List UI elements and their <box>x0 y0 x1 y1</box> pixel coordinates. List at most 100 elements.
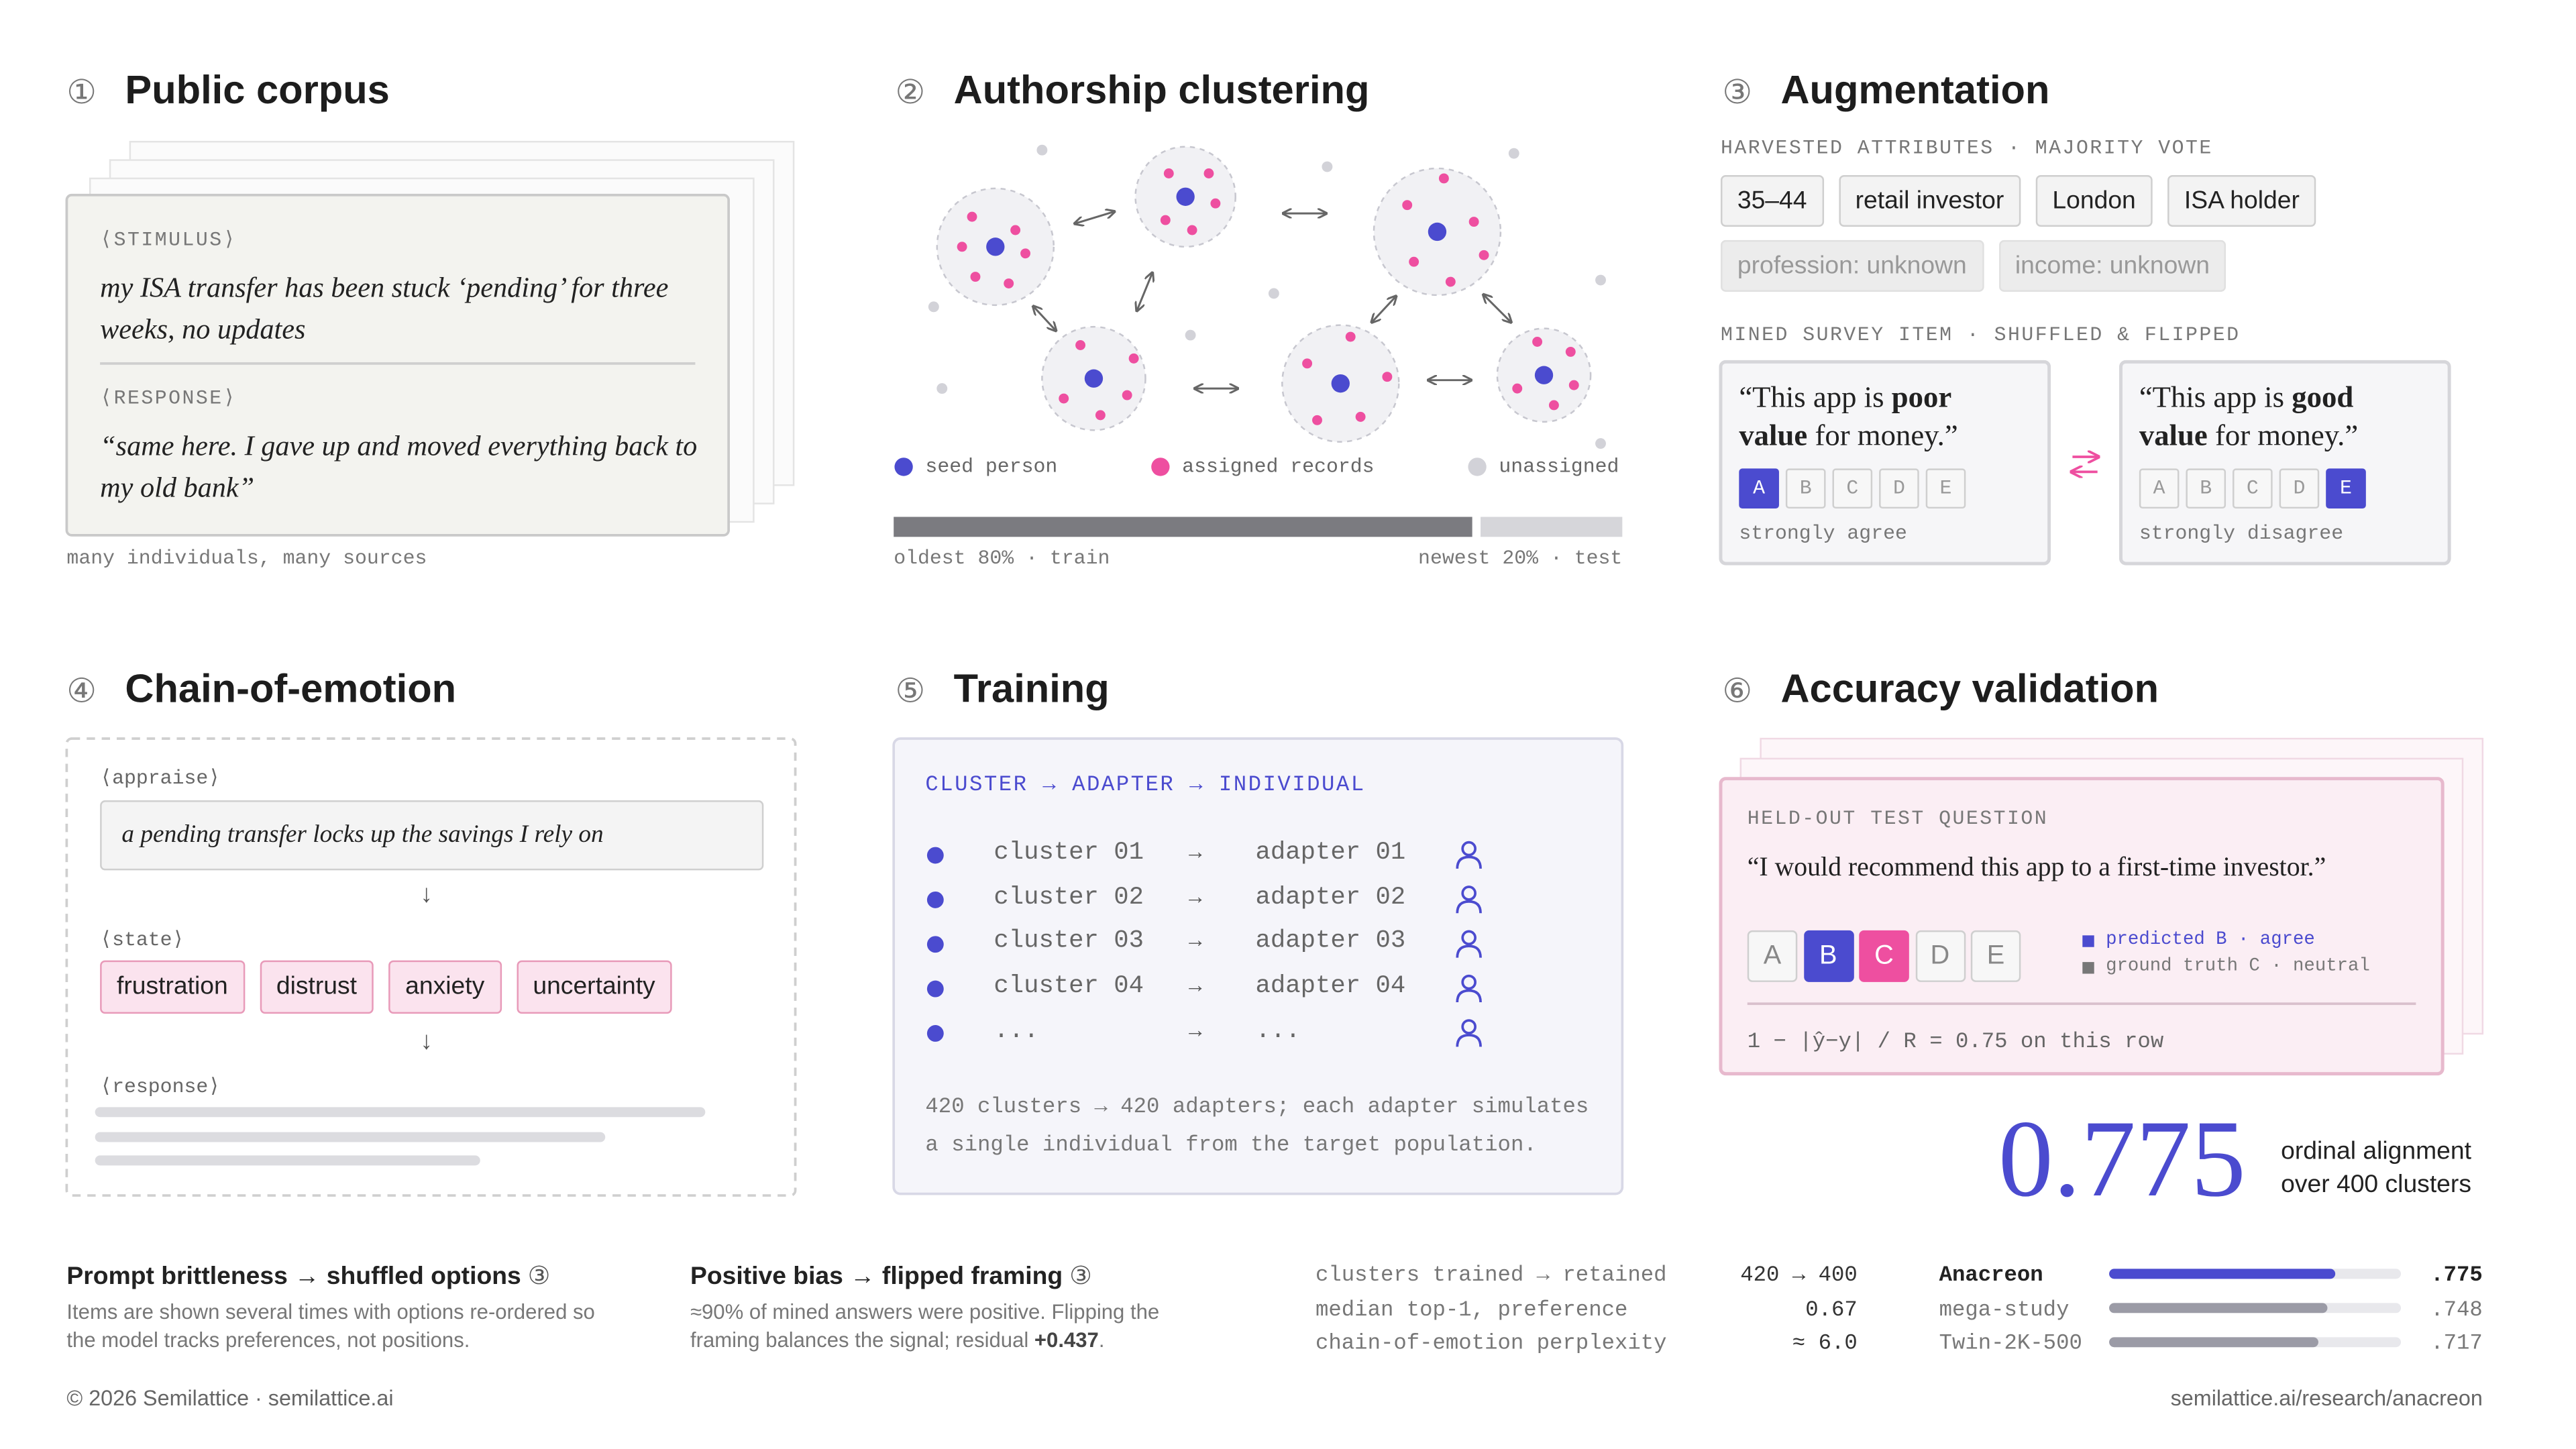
adapter-name: adapter 01 <box>1255 839 1406 867</box>
seed-dot <box>1534 366 1554 384</box>
seed-dot <box>1176 187 1195 206</box>
model-score: .717 <box>2430 1330 2483 1356</box>
note-text-start: Items are shown several times with optio… <box>66 1300 595 1352</box>
option-box: E <box>1970 930 2021 982</box>
survey-quote: “This app is poor value for money.” <box>1739 378 2023 455</box>
section-number: ④ <box>66 670 97 710</box>
record-dot <box>1409 256 1419 267</box>
legend-dot <box>1151 458 1170 476</box>
response: “same here. I gave up and moved everythi… <box>100 430 698 504</box>
record-dot <box>1122 390 1132 400</box>
option-box: A <box>1747 930 1798 982</box>
model-score: .748 <box>2430 1296 2483 1322</box>
cluster-dot <box>926 1025 944 1042</box>
option-box: B <box>1785 468 1826 509</box>
caption: many individuals, many sources <box>66 547 427 571</box>
section-number: ⑤ <box>895 670 926 710</box>
stat-value: ≈ 6.0 <box>1792 1330 1858 1356</box>
record-dot <box>1210 198 1221 209</box>
record-dot <box>1128 353 1139 364</box>
record-dot <box>1402 200 1413 211</box>
state-row: frustration distrust anxiety uncertainty <box>100 960 687 1014</box>
unassigned-dot <box>1508 148 1519 159</box>
model-score: .775 <box>2430 1262 2483 1287</box>
person-head <box>1461 885 1477 901</box>
person-body <box>1456 945 1482 958</box>
quote-start: “This app is <box>1739 380 1892 414</box>
seed-dot <box>1084 369 1104 388</box>
person-body <box>1456 855 1482 869</box>
section-number: ② <box>895 71 926 112</box>
unassigned-dot <box>1322 161 1333 172</box>
record-dot <box>1312 415 1322 425</box>
legend-dot <box>894 458 913 476</box>
record-dot <box>1568 380 1579 390</box>
seed-dot <box>1331 374 1350 393</box>
person-head <box>1461 974 1477 990</box>
section-title: Chain-of-emotion <box>125 667 457 712</box>
attribute-chip: 35–44 <box>1720 174 1824 227</box>
response-label: ⟨response⟩ <box>100 1075 221 1099</box>
state-label: ⟨state⟩ <box>100 928 184 953</box>
section-number: ③ <box>1722 71 1753 112</box>
down-arrow: ↓ <box>420 1027 433 1056</box>
score-caption: over 400 clusters <box>2281 1170 2472 1199</box>
row-arrow: → <box>1189 1018 1202 1044</box>
section-title: Augmentation <box>1780 68 2050 114</box>
option-box: C <box>2233 468 2273 509</box>
record-dot <box>1095 410 1106 421</box>
link-arrow <box>1034 307 1055 330</box>
split-right: newest 20% · test <box>1418 547 1623 571</box>
record-dot <box>1468 217 1479 227</box>
section-title: Authorship clustering <box>953 68 1370 114</box>
card <box>65 193 731 537</box>
note-badge: ③ <box>527 1260 551 1291</box>
section-title: Training <box>953 667 1110 712</box>
adapter-name: ... <box>1255 1016 1301 1045</box>
survey-answer: strongly disagree <box>2139 521 2344 545</box>
option-box: B <box>2186 468 2226 509</box>
seed-dot <box>1428 222 1447 241</box>
record-dot <box>1163 168 1174 178</box>
record-dot <box>967 211 977 222</box>
cluster-name: cluster 01 <box>994 839 1144 867</box>
record-dot <box>957 241 967 252</box>
section-number: ⑥ <box>1722 670 1753 710</box>
survey-card <box>2118 360 2451 566</box>
cluster-name: cluster 02 <box>994 883 1144 912</box>
unassigned-dot <box>936 383 948 394</box>
row-arrow: → <box>1189 929 1202 955</box>
option-box: A <box>1739 468 1779 509</box>
note-title: Prompt brittleness → shuffled options ③ <box>66 1260 550 1291</box>
record-dot <box>1382 372 1393 382</box>
footer-right: semilattice.ai/research/anacreon <box>2170 1385 2483 1411</box>
adapter-name: adapter 03 <box>1255 927 1406 957</box>
record-dot <box>1004 278 1014 288</box>
person-body <box>1456 1034 1482 1047</box>
option-box: D <box>1915 930 1966 982</box>
option-box: D <box>2279 468 2320 509</box>
down-arrow: ↓ <box>420 880 433 909</box>
note-text-end: . <box>1098 1328 1105 1352</box>
state-chip: frustration <box>100 960 245 1014</box>
person-body <box>1456 989 1482 1003</box>
row-arrow: → <box>1189 840 1202 865</box>
stat-value: 0.67 <box>1805 1296 1858 1322</box>
bar <box>2109 1337 2318 1348</box>
training-footer: 420 clusters → 420 adapters; each adapte… <box>925 1093 1589 1157</box>
cluster-name: cluster 03 <box>994 927 1144 957</box>
link-arrow <box>1075 212 1114 223</box>
stimulus-label: ⟨STIMULUS⟩ <box>100 228 237 252</box>
note-badge: ③ <box>1069 1260 1092 1291</box>
question-card <box>1719 777 2445 1076</box>
legend-swatch <box>2082 935 2094 947</box>
record-dot <box>1345 331 1356 342</box>
option-box: D <box>1879 468 1919 509</box>
state-chip: anxiety <box>388 960 502 1014</box>
record-dot <box>1059 393 1069 404</box>
quote-bold: poor value <box>1739 380 1951 452</box>
train-bar <box>894 517 1472 537</box>
survey-answer: strongly agree <box>1739 521 1907 545</box>
attributes-label: HARVESTED ATTRIBUTES · MAJORITY VOTE <box>1720 136 2213 160</box>
